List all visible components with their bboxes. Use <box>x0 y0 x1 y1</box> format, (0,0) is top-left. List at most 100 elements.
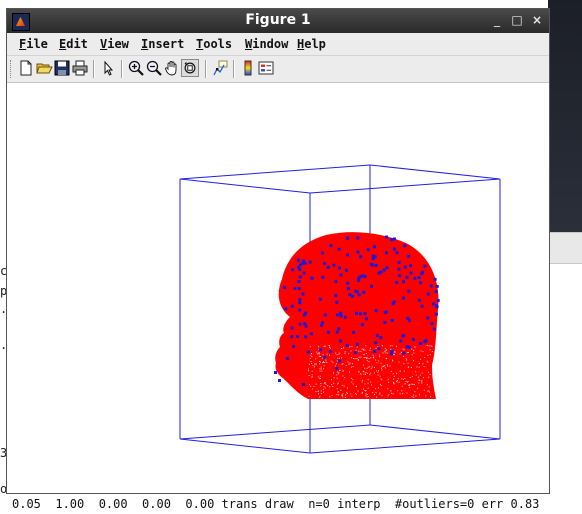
3d-plot-axes[interactable] <box>8 83 548 491</box>
feature-point <box>409 264 412 268</box>
point-speckle <box>318 352 320 354</box>
desktop-wallpaper <box>548 0 582 232</box>
point-speckle <box>409 386 410 388</box>
point-speckle <box>339 370 340 372</box>
point-speckle <box>348 353 350 355</box>
point-speckle <box>398 381 400 383</box>
point-speckle <box>428 345 430 347</box>
feature-point <box>339 339 342 343</box>
point-speckle <box>333 377 335 379</box>
point-speckle <box>372 354 374 356</box>
toolbar-grip[interactable] <box>10 60 13 78</box>
point-speckle <box>406 359 408 361</box>
feature-point <box>298 298 302 302</box>
menu-item-file[interactable]: File <box>19 37 48 51</box>
new-figure-icon[interactable] <box>17 59 35 77</box>
point-speckle <box>341 348 343 349</box>
box-edge <box>309 438 501 454</box>
feature-point <box>390 319 394 322</box>
feature-point <box>283 286 287 289</box>
feature-point <box>303 261 307 265</box>
point-speckle <box>320 392 322 394</box>
point-speckle <box>342 396 344 398</box>
minimize-button[interactable]: _ <box>494 13 500 27</box>
point-speckle <box>319 370 321 372</box>
point-speckle <box>385 350 387 352</box>
matlab-app-icon[interactable] <box>12 13 30 31</box>
zoom-in-icon[interactable] <box>127 59 145 77</box>
point-speckle <box>429 349 431 351</box>
menu-item-edit[interactable]: Edit <box>59 37 88 51</box>
point-speckle <box>381 366 383 368</box>
feature-point <box>346 236 350 240</box>
point-speckle <box>384 348 386 350</box>
point-speckle <box>360 351 362 352</box>
point-speckle <box>413 352 415 354</box>
title-bar[interactable]: Figure 1 _ □ × <box>7 9 549 33</box>
point-speckle <box>378 370 379 372</box>
feature-point <box>329 244 333 248</box>
point-speckle <box>366 360 368 362</box>
point-speckle <box>313 385 315 387</box>
point-speckle <box>373 356 375 358</box>
legend-icon[interactable] <box>257 59 275 77</box>
feature-point <box>308 260 312 264</box>
feature-point <box>363 275 367 278</box>
feature-point <box>373 350 377 353</box>
background-window-panel <box>548 232 582 264</box>
feature-point <box>395 251 399 255</box>
point-speckle <box>411 376 413 378</box>
menu-item-insert[interactable]: Insert <box>141 37 185 51</box>
point-speckle <box>418 382 420 384</box>
point-speckle <box>355 349 357 351</box>
feature-point <box>373 245 376 249</box>
point-speckle <box>369 347 371 349</box>
point-speckle <box>318 352 320 354</box>
feature-point <box>309 332 313 336</box>
colorbar-icon[interactable] <box>239 59 257 77</box>
point-speckle <box>386 364 388 366</box>
edit-plot-arrow-icon[interactable] <box>99 59 117 77</box>
point-speckle <box>419 362 420 364</box>
zoom-out-icon[interactable] <box>145 59 163 77</box>
point-speckle <box>410 367 412 368</box>
point-speckle <box>320 378 321 380</box>
point-speckle <box>427 371 429 373</box>
rotate-3d-icon[interactable] <box>181 59 199 77</box>
point-speckle <box>320 390 322 392</box>
point-speckle <box>404 383 406 385</box>
point-speckle <box>320 366 322 368</box>
menu-item-help[interactable]: Help <box>297 37 326 51</box>
close-button[interactable]: × <box>531 13 543 27</box>
point-speckle <box>365 395 367 397</box>
point-speckle <box>377 374 379 376</box>
point-speckle <box>333 382 335 384</box>
point-speckle <box>341 363 343 365</box>
menu-item-window[interactable]: Window <box>245 37 289 51</box>
point-speckle <box>310 385 312 387</box>
maximize-button[interactable]: □ <box>511 13 523 27</box>
point-speckle <box>350 350 352 352</box>
point-speckle <box>345 394 347 396</box>
point-speckle <box>355 394 357 396</box>
point-speckle <box>367 382 369 384</box>
point-speckle <box>370 357 372 359</box>
open-file-icon[interactable] <box>35 59 53 77</box>
menu-item-view[interactable]: View <box>100 37 129 51</box>
pan-hand-icon[interactable] <box>163 59 181 77</box>
save-icon[interactable] <box>53 59 71 77</box>
data-cursor-icon[interactable] <box>211 59 229 77</box>
point-speckle <box>406 381 408 383</box>
point-speckle <box>344 353 346 355</box>
point-speckle <box>407 366 409 368</box>
point-speckle <box>418 394 420 396</box>
box-edge <box>179 438 311 454</box>
point-speckle <box>329 396 331 398</box>
point-speckle <box>362 364 364 366</box>
print-icon[interactable] <box>71 59 89 77</box>
point-speckle <box>355 393 357 394</box>
point-speckle <box>380 385 382 387</box>
point-speckle <box>424 356 426 358</box>
menu-item-tools[interactable]: Tools <box>196 37 233 51</box>
point-speckle <box>342 375 344 377</box>
